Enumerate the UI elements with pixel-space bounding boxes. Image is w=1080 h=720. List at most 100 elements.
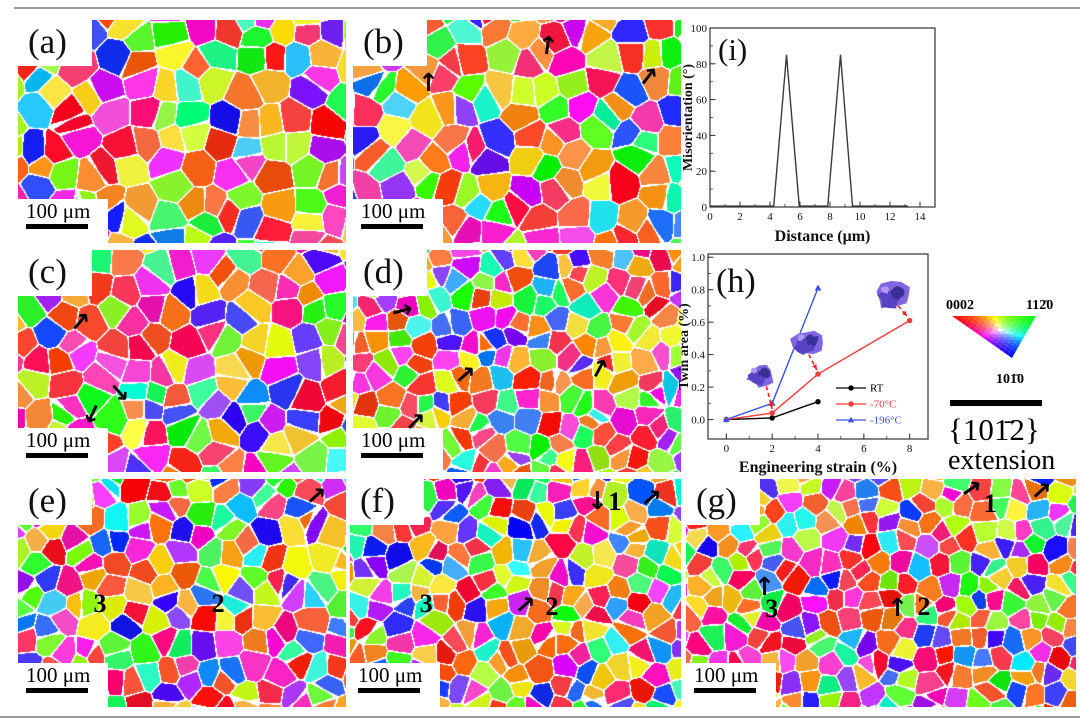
twin-arrow: → xyxy=(413,71,443,93)
grain-number: 3 xyxy=(93,589,107,619)
x-tick-label: 2 xyxy=(769,443,775,455)
y-axis-label: Twin area (%) xyxy=(678,303,692,390)
annotation-layer: → → → xyxy=(353,20,681,243)
ebsd-panel-d: → → → → (d) 100 μm xyxy=(353,250,681,472)
grain-number: 1 xyxy=(983,489,997,519)
legend-label: RT xyxy=(870,383,884,395)
twin-arrow: → xyxy=(633,479,669,516)
legend-label: -196°C xyxy=(870,415,902,427)
bottom-rule xyxy=(0,716,1080,718)
y-tick-label: 80 xyxy=(696,59,708,71)
grain-number: 2 xyxy=(211,589,225,619)
twin-area-chart: 0 2 4 6 8 0.0 0.2 0.4 0.6 0.8 1.0 RT -70°C -196°C (h) E… xyxy=(678,252,929,476)
ebsd-panel-c: → → → (c) 100 μm xyxy=(18,250,346,472)
twin-arrow: → xyxy=(583,489,613,510)
twin-arrow: → xyxy=(75,398,112,430)
x-tick-label: 0 xyxy=(724,443,730,455)
panel-label: (c) xyxy=(28,252,67,291)
annotation-layer: → 3 2 xyxy=(18,477,346,707)
ipf-label-1010: 101̄0 xyxy=(996,372,1024,387)
annotation-layer xyxy=(18,20,346,243)
annotation-layer: 3 2 1 → → → xyxy=(350,479,681,707)
grain-number: 2 xyxy=(917,591,931,621)
scale-bar-line xyxy=(694,688,756,693)
ebsd-panel-g: 3 → 2 → 1 → → (g) 100 μm xyxy=(686,470,1076,707)
y-tick-label: 0 xyxy=(702,202,708,214)
twin-arrow: → xyxy=(749,575,779,597)
inset-pointer-arrow xyxy=(897,305,908,318)
panel-label-box: (a) xyxy=(18,20,92,66)
twin-arrow: → xyxy=(507,586,543,623)
panel-label-box: (b) xyxy=(353,20,427,66)
x-axis-label: Engineering strain (%) xyxy=(739,459,897,476)
twin-arrow: → xyxy=(581,351,617,384)
x-tick-label: 0 xyxy=(707,211,713,223)
scale-bar-line xyxy=(361,224,423,229)
twin-arrow: → xyxy=(62,303,99,339)
scale-bar: 100 μm xyxy=(18,428,108,472)
panel-label-box: (g) xyxy=(686,479,760,525)
twin-arrow: → xyxy=(298,477,334,513)
scale-bar-line xyxy=(26,453,88,458)
scale-bar-label: 100 μm xyxy=(26,663,91,687)
misorientation-profile-chart: 0 2 4 6 8 10 12 14 0 20 40 60 80 100 (i) Distance (μm) M… xyxy=(683,23,936,245)
scale-bar-line xyxy=(26,688,88,693)
scale-bar: 100 μm xyxy=(686,663,776,707)
twin-arrow: → xyxy=(397,403,433,439)
panel-label-box: (f) xyxy=(350,479,424,525)
annotation-layer: 3 → 2 → 1 → → xyxy=(686,470,1076,707)
twin-system-block: {101̄2} extension xyxy=(948,398,1080,477)
panel-label: (i) xyxy=(718,32,747,67)
scale-bar: 100 μm xyxy=(353,199,443,243)
scale-bar: 100 μm xyxy=(18,199,108,243)
scale-bar-label: 100 μm xyxy=(694,663,759,687)
ipf-triangle xyxy=(952,316,1036,358)
ipf-color-key: 0002 112̄0 101̄0 xyxy=(940,296,1080,396)
ebsd-panel-b: → → → (b) 100 μm xyxy=(353,20,681,243)
scale-bar-line xyxy=(26,224,88,229)
y-tick-label: 1.0 xyxy=(691,252,705,264)
scale-bar-label: 100 μm xyxy=(361,199,426,223)
x-tick-label: 4 xyxy=(815,443,821,455)
ipf-label-1120: 112̄0 xyxy=(1026,298,1054,313)
panel-label: (h) xyxy=(716,263,756,300)
y-tick-label: 0.2 xyxy=(691,382,705,394)
panel-label: (d) xyxy=(363,252,404,291)
panel-label: (e) xyxy=(28,481,67,520)
plot-frame xyxy=(709,27,936,208)
twin-arrow: → xyxy=(882,596,912,618)
y-axis-label: Misorientation (°) xyxy=(683,64,696,171)
y-tick-label: 0.8 xyxy=(691,285,705,297)
ipf-label-0002: 0002 xyxy=(946,298,974,313)
y-tick-label: 0.4 xyxy=(691,350,705,362)
panel-label-box: (c) xyxy=(18,250,92,296)
annotation-layer: → → → xyxy=(18,250,346,472)
x-tick-label: 8 xyxy=(907,443,913,455)
ebsd-panel-f: 3 2 1 → → → (f) 100 μm xyxy=(350,479,681,707)
panel-label: (b) xyxy=(363,22,404,61)
x-tick-label: 10 xyxy=(855,211,867,223)
panel-label: (g) xyxy=(696,481,737,520)
twin-arrow: → xyxy=(101,374,138,410)
ebsd-panel-a: (a) 100 μm xyxy=(18,20,346,243)
inset-pointer-arrow xyxy=(765,386,773,410)
y-tick-label: 60 xyxy=(696,95,708,107)
panel-label: (a) xyxy=(28,22,67,61)
panel-label-box: (d) xyxy=(353,250,427,296)
y-tick-label: 0.0 xyxy=(691,415,705,427)
x-axis-label: Distance (μm) xyxy=(775,228,871,245)
scale-bar-label: 100 μm xyxy=(361,428,426,452)
x-tick-label: 2 xyxy=(737,211,743,223)
annotation-layer: → → → → xyxy=(353,250,681,472)
twin-arrow: → xyxy=(1023,472,1059,509)
series-line--70°C xyxy=(726,319,911,421)
scale-bar-label: 100 μm xyxy=(358,663,423,687)
legend-item--196°C: -196°C xyxy=(836,415,902,427)
twin-arrow: → xyxy=(530,32,563,57)
twin-trace-line xyxy=(950,400,1042,406)
x-tick-label: 4 xyxy=(767,211,773,223)
x-tick-label: 14 xyxy=(915,211,927,223)
y-tick-label: 20 xyxy=(696,166,708,178)
panel-label: (f) xyxy=(360,481,395,520)
